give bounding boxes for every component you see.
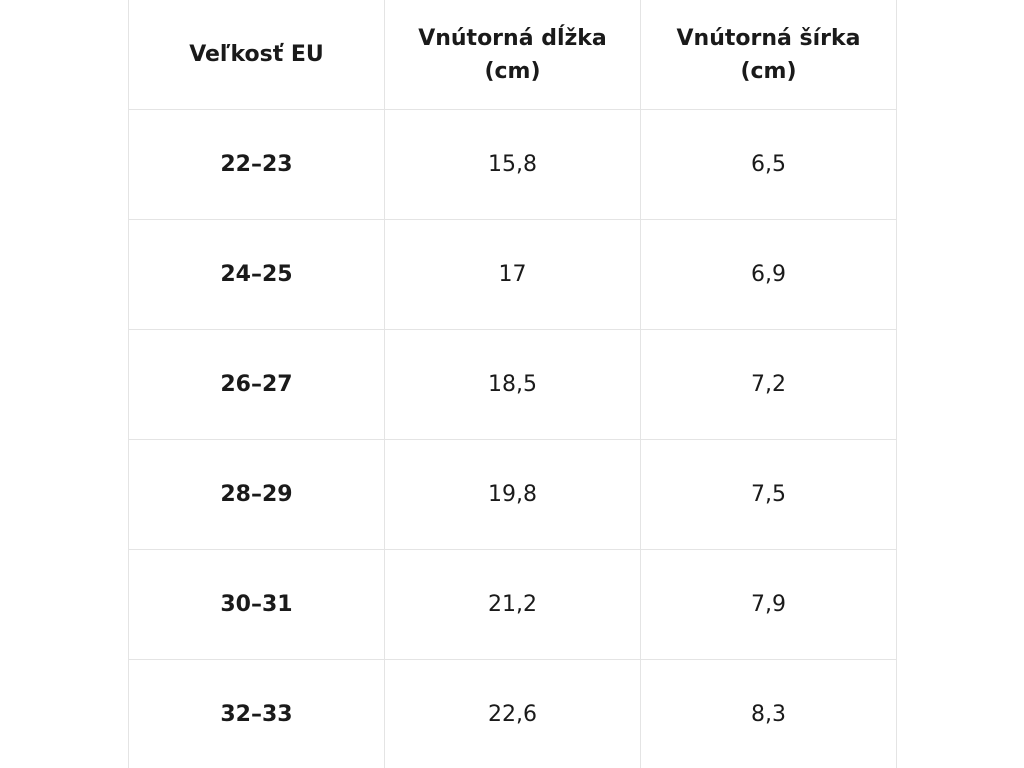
inner-width-cell: 6,5 (640, 109, 897, 220)
inner-width-cell: 8,3 (640, 659, 897, 768)
table-body: 22–23 15,8 6,5 24–25 17 6,9 26–27 18,5 7… (128, 109, 897, 768)
table-row: 24–25 17 6,9 (128, 219, 897, 330)
table-row: 32–33 22,6 8,3 (128, 659, 897, 768)
header-inner-width: Vnútorná šírka (cm) (640, 0, 897, 110)
table-row: 28–29 19,8 7,5 (128, 439, 897, 550)
eu-size-cell: 22–23 (128, 109, 385, 220)
inner-length-cell: 18,5 (384, 329, 641, 440)
table-row: 26–27 18,5 7,2 (128, 329, 897, 440)
header-eu-size: Veľkosť EU (128, 0, 385, 110)
eu-size-cell: 30–31 (128, 549, 385, 660)
eu-size-cell: 28–29 (128, 439, 385, 550)
inner-length-cell: 17 (384, 219, 641, 330)
table-header: Veľkosť EU Vnútorná dĺžka (cm) Vnútorná … (128, 0, 897, 110)
inner-width-cell: 7,2 (640, 329, 897, 440)
inner-length-cell: 15,8 (384, 109, 641, 220)
header-row: Veľkosť EU Vnútorná dĺžka (cm) Vnútorná … (128, 0, 897, 110)
inner-width-cell: 6,9 (640, 219, 897, 330)
inner-width-cell: 7,5 (640, 439, 897, 550)
eu-size-cell: 24–25 (128, 219, 385, 330)
header-inner-length: Vnútorná dĺžka (cm) (384, 0, 641, 110)
size-chart-table: Veľkosť EU Vnútorná dĺžka (cm) Vnútorná … (128, 0, 897, 768)
inner-length-cell: 22,6 (384, 659, 641, 768)
eu-size-cell: 26–27 (128, 329, 385, 440)
inner-length-cell: 19,8 (384, 439, 641, 550)
inner-width-cell: 7,9 (640, 549, 897, 660)
table-row: 22–23 15,8 6,5 (128, 109, 897, 220)
inner-length-cell: 21,2 (384, 549, 641, 660)
table-row: 30–31 21,2 7,9 (128, 549, 897, 660)
eu-size-cell: 32–33 (128, 659, 385, 768)
